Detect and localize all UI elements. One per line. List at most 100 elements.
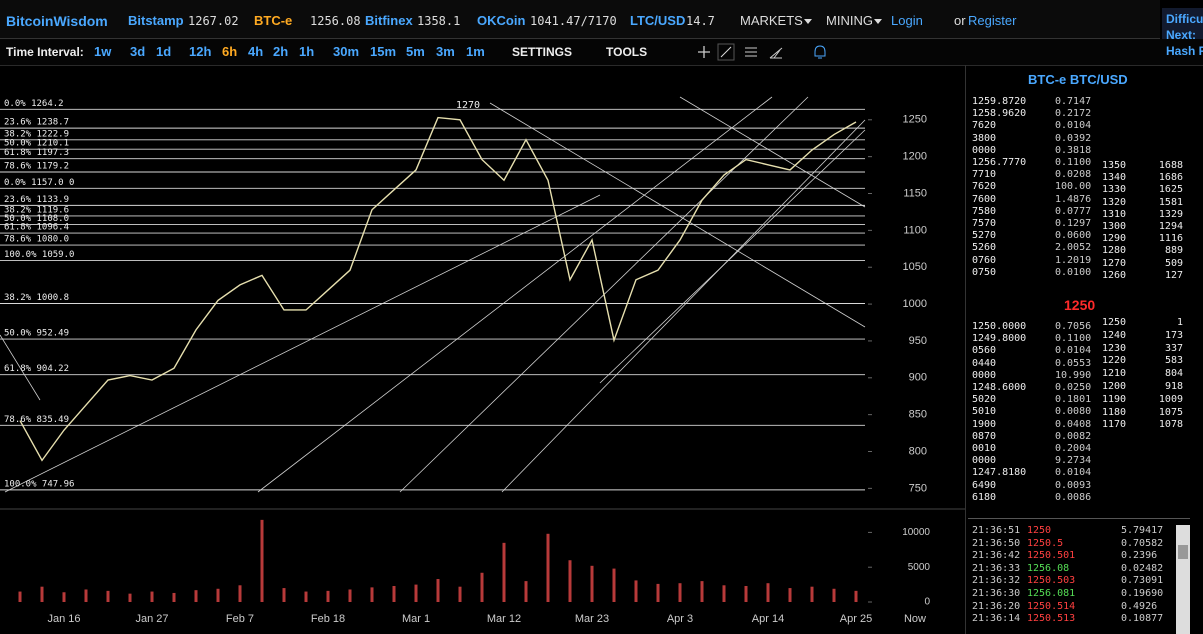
interval-button[interactable]: 6h: [222, 44, 238, 59]
annotation: 1270: [456, 100, 480, 111]
menu[interactable]: MINING: [826, 13, 873, 28]
interval-button[interactable]: 30m: [333, 44, 360, 59]
login-link[interactable]: Login: [891, 13, 923, 28]
ask-amount: 0.3818: [1055, 144, 1092, 156]
menu[interactable]: MARKETS: [740, 13, 803, 28]
volume-bar: [436, 579, 440, 602]
ask-amount: 100.00: [1055, 181, 1092, 193]
volume-bar: [216, 588, 220, 602]
settings-menu[interactable]: SETTINGS: [512, 45, 573, 59]
bid-depth-price: 1220: [1102, 355, 1127, 367]
bid-amount: 0.0080: [1055, 406, 1092, 418]
x-tick-label: Apr 14: [752, 613, 784, 625]
now-label: Now: [904, 613, 926, 625]
interval-button[interactable]: 1m: [466, 44, 485, 59]
volume-bar: [612, 568, 616, 602]
interval-button[interactable]: 1d: [156, 44, 172, 59]
ask-depth-price: 1280: [1102, 245, 1127, 257]
ask-depth-sum: 127: [1164, 269, 1183, 281]
interval-button[interactable]: 15m: [370, 44, 397, 59]
bid-amount: 0.0104: [1055, 345, 1092, 357]
chart: 0.0% 1264.223.6% 1238.738.2% 1222.950.0%…: [0, 96, 965, 625]
toolbar-bar: [0, 39, 1203, 66]
bid-price: 1249.8000: [972, 333, 1027, 345]
ticker-price: 1041.47/7170: [530, 14, 617, 28]
interval-button[interactable]: 3m: [436, 44, 455, 59]
ask-price: 1259.8720: [972, 96, 1027, 107]
y-tick-label: 5000: [908, 562, 931, 573]
tools-menu[interactable]: TOOLS: [606, 45, 648, 59]
ask-amount: 2.0052: [1055, 242, 1092, 254]
volume-bar: [788, 588, 792, 602]
interval-button[interactable]: 12h: [189, 44, 212, 59]
register-link[interactable]: Register: [968, 13, 1017, 28]
fan-icon[interactable]: [769, 47, 783, 59]
ticker-name[interactable]: LTC/USD: [630, 13, 686, 28]
fib-icon[interactable]: [745, 47, 757, 57]
ask-depth-sum: 1688: [1158, 160, 1183, 171]
trade-price: 1250.5: [1027, 537, 1064, 549]
ticker-name[interactable]: OKCoin: [477, 13, 526, 28]
interval-button[interactable]: 2h: [273, 44, 289, 59]
ask-price: 0000: [972, 144, 997, 156]
volume-bar: [194, 590, 198, 602]
volume-bar: [304, 591, 308, 602]
trade-amount: 0.70582: [1121, 537, 1164, 549]
fib-label: 50.0% 952.49: [4, 329, 69, 339]
trade-amount: 5.79417: [1121, 525, 1164, 536]
brand[interactable]: BitcoinWisdom: [6, 13, 108, 29]
orderbook-divider: [965, 65, 966, 634]
side-label: Hash R: [1166, 44, 1203, 58]
interval-button[interactable]: 1w: [94, 44, 112, 59]
bid-price: 0000: [972, 455, 997, 467]
side-label: Difficu: [1166, 12, 1203, 26]
bid-amount: 9.2734: [1055, 455, 1092, 467]
line-tool[interactable]: [717, 43, 735, 61]
volume-bar: [854, 590, 858, 602]
ask-depth-price: 1350: [1102, 160, 1127, 171]
bid-amount: 0.7056: [1055, 321, 1092, 332]
ask-price: 1258.9620: [972, 108, 1027, 120]
fib-label: 61.8% 1197.3: [4, 148, 69, 158]
ask-amount: 0.0392: [1055, 132, 1092, 144]
trade-price: 1256.081: [1027, 588, 1076, 599]
volume-bar: [700, 581, 704, 602]
ask-price: 7710: [972, 169, 997, 181]
bid-depth-sum: 337: [1164, 342, 1183, 354]
bid-depth-sum: 804: [1164, 368, 1183, 380]
ticker-name[interactable]: Bitfinex: [365, 13, 413, 28]
ask-depth-price: 1300: [1102, 221, 1127, 232]
ask-depth-price: 1270: [1102, 257, 1127, 269]
fib-label: 0.0% 1264.2: [4, 99, 64, 109]
interval-button[interactable]: 3d: [130, 44, 146, 59]
scrollbar-thumb[interactable]: [1178, 545, 1188, 559]
trade-price: 1250.513: [1027, 613, 1076, 625]
volume-bar: [524, 581, 528, 602]
trade-price: 1256.08: [1027, 562, 1070, 574]
x-tick-label: Feb 18: [311, 613, 345, 625]
trendline: [599, 129, 866, 384]
scrollbar[interactable]: [1176, 525, 1190, 634]
ask-depth-sum: 1581: [1158, 196, 1183, 208]
line-icon: [720, 46, 732, 58]
ticker-name[interactable]: BTC-e: [254, 13, 293, 28]
interval-button[interactable]: 4h: [248, 44, 264, 59]
volume-bar: [150, 591, 154, 602]
or-text: or: [954, 13, 966, 28]
interval-button[interactable]: 1h: [299, 44, 315, 59]
alert-icon[interactable]: [814, 45, 826, 59]
y-tick-label: 1150: [903, 187, 927, 199]
x-tick-label: Jan 27: [135, 613, 168, 625]
fib-label: 78.6% 1179.2: [4, 161, 69, 171]
interval-button[interactable]: 5m: [406, 44, 425, 59]
bid-depth-price: 1210: [1102, 368, 1127, 380]
y-tick-label: 900: [909, 372, 927, 384]
bid-amount: 10.990: [1055, 369, 1092, 381]
ticker-name[interactable]: Bitstamp: [128, 13, 184, 28]
cross-icon[interactable]: [698, 46, 710, 58]
bid-amount: 0.0250: [1055, 382, 1092, 393]
x-tick-label: Apr 3: [667, 613, 693, 625]
ask-price: 7570: [972, 218, 997, 229]
volume-bar: [744, 585, 748, 602]
bid-price: 0870: [972, 430, 997, 442]
